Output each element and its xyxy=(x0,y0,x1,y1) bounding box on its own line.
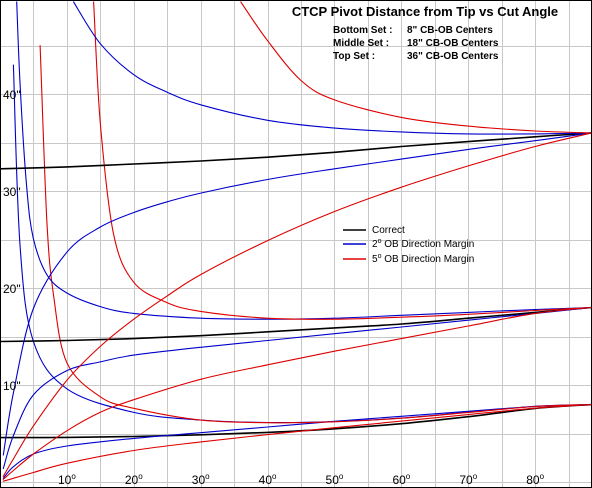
series-middle-set-margin-5-lower xyxy=(2,306,592,480)
set-note-value-middle: 18" CB-OB Centers xyxy=(407,38,499,49)
x-tick-label: 30o xyxy=(192,472,210,487)
legend-2deg-text: OB Direction Margin xyxy=(381,239,474,250)
series-bottom-set-margin-5-lower xyxy=(2,404,592,482)
tick-labels: 10o 20o 30o 40o 50o 60o 70o 80o 10" 20" 30" 40" xyxy=(3,88,545,487)
series-top-set-correct xyxy=(0,132,592,170)
x-tick-label: 40o xyxy=(259,472,277,487)
series-middle-set-margin-2-lower xyxy=(2,306,592,470)
legend-label-5deg: 5o OB Direction Margin xyxy=(372,253,474,265)
x-tick-label: 60o xyxy=(392,472,410,487)
x-tick-label: 50o xyxy=(326,472,344,487)
legend-label-2deg: 2o OB Direction Margin xyxy=(372,238,474,250)
chart-title: CTCP Pivot Distance from Tip vs Cut Angl… xyxy=(292,4,558,19)
series-top-set-margin-2-upper xyxy=(73,1,592,135)
series-top-set-margin-5-lower xyxy=(2,132,592,477)
x-tick-label: 10o xyxy=(58,472,76,487)
legend-2deg-value: 2 xyxy=(372,239,378,250)
legend-label-correct: Correct xyxy=(372,225,405,236)
series-bottom-set-margin-2-lower xyxy=(2,404,592,479)
series-middle-set-correct xyxy=(0,306,592,343)
legend-2deg-degree: o xyxy=(378,238,382,245)
legend-5deg-value: 5 xyxy=(372,254,378,265)
set-note-label-middle: Middle Set : xyxy=(333,38,389,49)
set-note-label-top: Top Set : xyxy=(333,51,375,62)
y-tick-label: 40" xyxy=(3,88,21,102)
x-tick-label: 80o xyxy=(526,472,544,487)
series-bottom-set-margin-5-upper xyxy=(39,45,592,424)
set-notes: Bottom Set : 8" CB-OB Centers Middle Set… xyxy=(333,25,499,62)
y-tick-label: 10" xyxy=(3,379,21,393)
set-note-label-bottom: Bottom Set : xyxy=(333,25,392,36)
x-tick-label: 20o xyxy=(125,472,143,487)
legend-5deg-degree: o xyxy=(378,253,382,260)
legend: Correct 2o OB Direction Margin 5o OB Dir… xyxy=(343,225,474,265)
series-top-set-margin-2-lower xyxy=(2,132,592,456)
series-middle-set-margin-2-upper xyxy=(16,1,592,320)
legend-5deg-text: OB Direction Margin xyxy=(381,254,474,265)
set-note-value-top: 36" CB-OB Centers xyxy=(407,51,499,62)
series-top-set-margin-5-upper xyxy=(240,1,592,134)
series-middle-set-margin-5-upper xyxy=(93,1,592,320)
y-tick-label: 30" xyxy=(3,185,21,199)
set-note-value-bottom: 8" CB-OB Centers xyxy=(407,25,493,36)
x-tick-label: 70o xyxy=(459,472,477,487)
y-tick-label: 20" xyxy=(3,282,21,296)
